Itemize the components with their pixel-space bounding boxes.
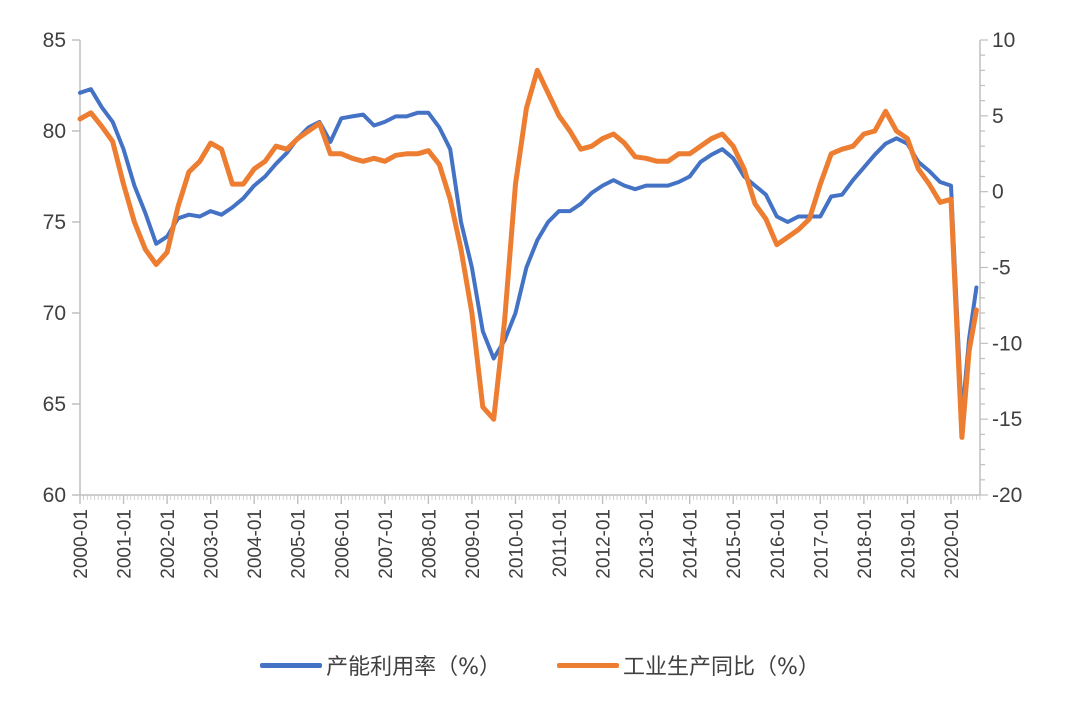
- x-tick-label: 2013-01: [637, 509, 658, 579]
- x-tick-label: 2012-01: [594, 509, 615, 579]
- x-tick-label: 2002-01: [158, 509, 179, 579]
- legend-item-production[interactable]: 工业生产同比（%）: [557, 649, 820, 681]
- series-line-capacity-utilization: [78, 87, 979, 421]
- y-left-tick-label: 70: [43, 302, 66, 325]
- series-layer: [77, 67, 979, 440]
- y-right-tick-label: 10: [992, 29, 1015, 52]
- series-line-industrial-production: [77, 67, 979, 440]
- x-tick-label: 2008-01: [419, 509, 440, 579]
- y-left-tick-label: 85: [43, 29, 66, 52]
- x-tick-label: 2014-01: [681, 509, 702, 579]
- legend: 产能利用率（%） 工业生产同比（%）: [0, 648, 1080, 682]
- x-tick-label: 2020-01: [942, 509, 963, 579]
- legend-swatch-capacity: [260, 662, 323, 668]
- y-right-tick-label: 5: [992, 105, 1004, 128]
- axes: 60 65 70 75 80 85 -20 -15 -10 -5 0 5 10 2000-01 2001-0…: [43, 29, 1023, 579]
- x-tick-label: 2006-01: [332, 509, 353, 579]
- y-left-tick-label: 60: [43, 484, 66, 507]
- x-tick-label: 2010-01: [506, 509, 527, 579]
- x-tick-label: 2004-01: [245, 509, 266, 579]
- y-right-tick-label: -5: [992, 257, 1011, 280]
- x-tick-label: 2005-01: [289, 509, 310, 579]
- y-left-tick-label: 65: [43, 393, 66, 416]
- y-right-tick-label: -20: [992, 484, 1022, 507]
- y-right-tick-label: -15: [992, 408, 1022, 431]
- x-tick-label: 2019-01: [898, 509, 919, 579]
- legend-swatch-production: [557, 662, 619, 668]
- y-right-tick-label: -10: [992, 332, 1022, 355]
- x-tick-label: 2003-01: [202, 509, 223, 579]
- legend-label-production: 工业生产同比（%）: [623, 655, 820, 680]
- x-tick-label: 2000-01: [71, 509, 92, 579]
- x-tick-label: 2017-01: [811, 509, 832, 579]
- y-left-tick-label: 80: [43, 120, 66, 143]
- x-tick-label: 2001-01: [115, 509, 136, 579]
- x-tick-label: 2015-01: [724, 509, 745, 579]
- y-left-tick-label: 75: [43, 211, 66, 234]
- x-tick-label: 2007-01: [376, 509, 397, 579]
- x-tick-label: 2016-01: [768, 509, 789, 579]
- legend-label-capacity: 产能利用率（%）: [326, 655, 501, 680]
- legend-item-capacity[interactable]: 产能利用率（%）: [260, 649, 501, 681]
- y-right-tick-label: 0: [992, 181, 1004, 204]
- x-tick-label: 2018-01: [855, 509, 876, 579]
- x-tick-label: 2011-01: [550, 509, 571, 577]
- x-tick-label: 2009-01: [463, 509, 484, 579]
